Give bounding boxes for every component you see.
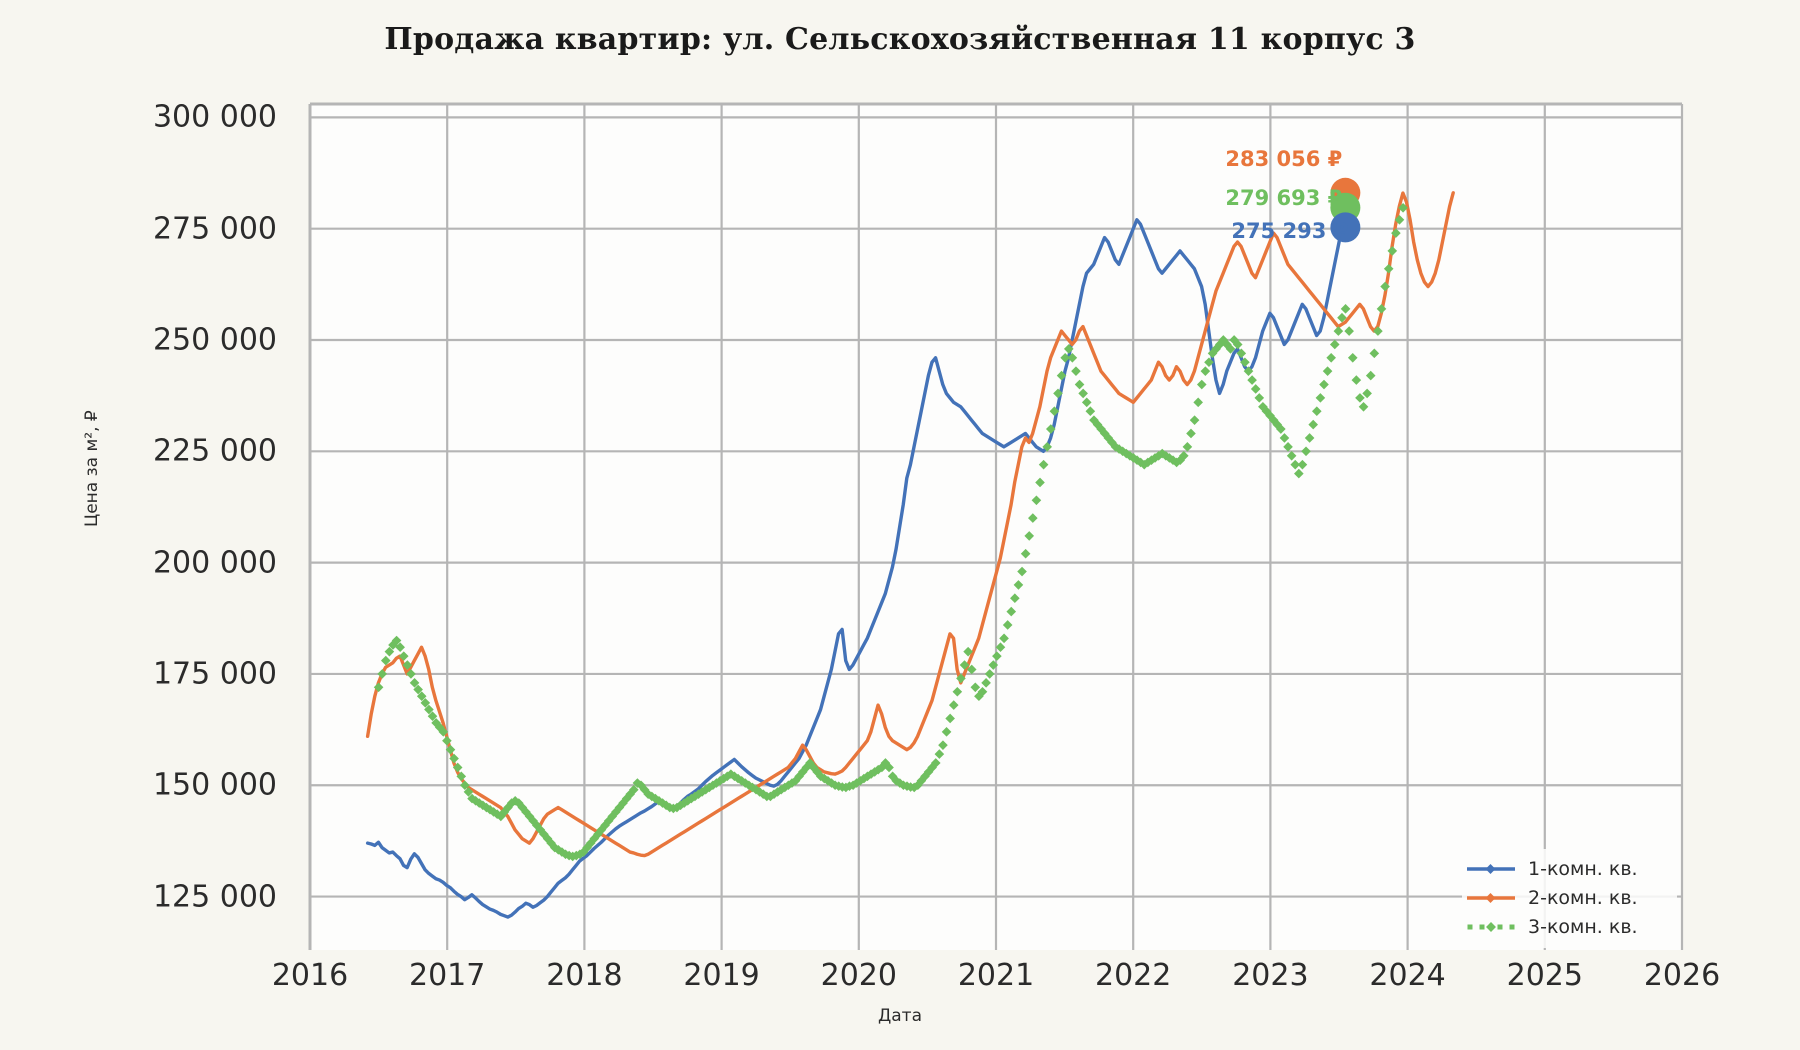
y-axis-tick-labels: 125 000 150 000 175 000 200 000 225 000 250 0… bbox=[0, 100, 295, 950]
y-tick-label: 225 000 bbox=[152, 433, 277, 469]
x-axis-label: Дата bbox=[877, 1006, 923, 1026]
x-tick-label: 2021 bbox=[957, 958, 1035, 993]
legend-label: 3-комн. кв. bbox=[1528, 915, 1638, 938]
chart-title: Продажа квартир: ул. Сельскохозяйственна… bbox=[384, 22, 1416, 57]
x-tick-label: 2023 bbox=[1232, 958, 1309, 993]
legend-swatch-icon bbox=[1462, 917, 1520, 937]
y-tick-label: 300 000 bbox=[152, 99, 277, 135]
plot-area bbox=[308, 102, 1684, 950]
y-tick-label: 125 000 bbox=[152, 879, 277, 915]
legend-swatch-icon bbox=[1462, 859, 1520, 879]
chart-legend[interactable]: 1-комн. кв. 2-комн. кв. 3-комн. кв. bbox=[1462, 849, 1677, 948]
x-tick-label: 2019 bbox=[683, 958, 760, 993]
x-axis-tick-labels: 2016 2017 2018 2019 2020 2021 2022 2023 2024 2025… bbox=[272, 958, 1720, 1002]
y-tick-label: 175 000 bbox=[152, 656, 277, 692]
x-tick-label: 2026 bbox=[1643, 958, 1721, 993]
annotation-2: 279 693 ₽ bbox=[1225, 185, 1343, 210]
grid-lines bbox=[308, 102, 1684, 950]
annotation-3: 275 293 ₽ bbox=[1231, 219, 1349, 244]
y-tick-label: 150 000 bbox=[152, 767, 277, 803]
x-tick-label: 2020 bbox=[820, 958, 897, 993]
x-tick-label: 2024 bbox=[1369, 958, 1446, 993]
legend-item-3[interactable]: 3-комн. кв. bbox=[1462, 912, 1677, 941]
x-tick-label: 2022 bbox=[1095, 958, 1172, 993]
series-2 bbox=[365, 191, 1455, 858]
x-tick-label: 2025 bbox=[1506, 958, 1583, 993]
annotation-1: 283 056 ₽ bbox=[1225, 146, 1343, 171]
x-tick-label: 2017 bbox=[409, 958, 486, 993]
legend-label: 2-комн. кв. bbox=[1528, 886, 1638, 909]
data-series-layer bbox=[365, 191, 1455, 919]
x-tick-label: 2016 bbox=[271, 958, 349, 993]
legend-label: 1-комн. кв. bbox=[1528, 857, 1638, 880]
y-tick-label: 250 000 bbox=[152, 322, 277, 358]
x-tick-label: 2018 bbox=[546, 958, 623, 993]
legend-item-2[interactable]: 2-комн. кв. bbox=[1462, 883, 1677, 912]
y-tick-label: 275 000 bbox=[152, 211, 277, 247]
end-point-markers bbox=[1330, 177, 1361, 243]
legend-swatch-icon bbox=[1462, 888, 1520, 908]
y-tick-label: 200 000 bbox=[152, 545, 277, 581]
series-1 bbox=[365, 218, 1348, 919]
end-marker-3 bbox=[1330, 212, 1361, 243]
legend-item-1[interactable]: 1-комн. кв. bbox=[1462, 854, 1677, 883]
